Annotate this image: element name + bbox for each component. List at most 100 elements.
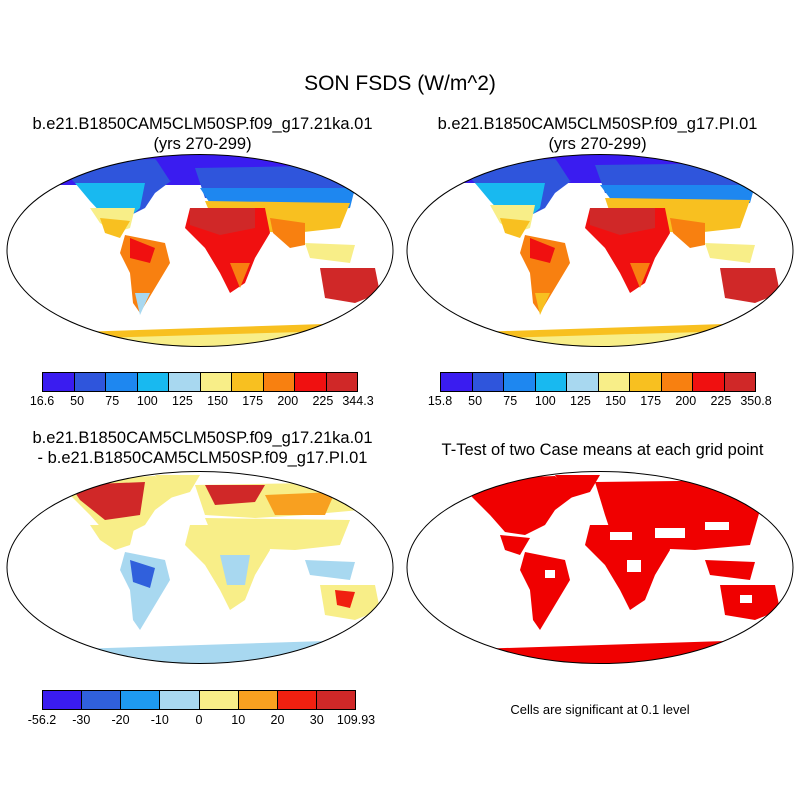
colorbar-swatch xyxy=(598,373,630,391)
colorbar-tick-label: 225 xyxy=(312,394,334,408)
colorbar-swatch xyxy=(277,691,317,709)
panel-title-line2: (yrs 270-299) xyxy=(153,135,252,153)
colorbar-tick-label: 125 xyxy=(172,394,193,408)
panel-title-line2: (yrs 270-299) xyxy=(548,135,647,153)
amazon-anomaly xyxy=(130,560,155,588)
map-ttest xyxy=(406,471,794,664)
figure-title: SON FSDS (W/m^2) xyxy=(304,72,496,95)
central-america xyxy=(500,535,530,555)
colorbar-swatch xyxy=(169,373,201,391)
colorbar-tick-label: 109.93 xyxy=(336,713,376,727)
south-america-tip xyxy=(535,293,550,315)
colorbar-swatch xyxy=(238,691,278,709)
colorbar-swatch xyxy=(74,373,106,391)
maritime-continent xyxy=(705,560,755,580)
south-america-north xyxy=(130,238,155,263)
colorbar-swatch xyxy=(295,373,327,391)
north-america-south xyxy=(90,525,135,550)
insignificant-patch xyxy=(545,570,555,578)
south-america-north xyxy=(530,238,555,263)
colorbar-difference xyxy=(42,690,356,710)
colorbar-tick-label: -56.2 xyxy=(27,713,57,727)
australia xyxy=(320,268,380,303)
colorbar-tick-label: 175 xyxy=(242,394,264,408)
significance-note: Cells are significant at 0.1 level xyxy=(510,702,690,717)
colorbar-pi xyxy=(440,372,756,392)
colorbar-tick-label: 175 xyxy=(640,394,662,408)
colorbar-swatch xyxy=(567,373,599,391)
colorbar-tick-label: 30 xyxy=(309,713,324,727)
maritime-continent xyxy=(705,243,755,263)
south-america xyxy=(520,552,570,630)
colorbar-tick-label: 344.3 xyxy=(342,394,374,408)
colorbar-tick-label: -30 xyxy=(72,713,91,727)
colorbar-swatch xyxy=(106,373,138,391)
insignificant-patch xyxy=(740,595,752,603)
southern-africa xyxy=(630,263,650,288)
colorbar-21ka-ticks: 16.6 50 75 100 125 150 175 200 225 344.3 xyxy=(30,394,374,410)
greenland xyxy=(155,475,200,498)
colorbar-swatch xyxy=(630,373,662,391)
maritime-continent xyxy=(305,243,355,263)
panel-title-ttest: T-Test of two Case means at each grid po… xyxy=(410,440,795,460)
colorbar-swatch xyxy=(160,691,200,709)
australia xyxy=(720,268,780,303)
siberia-anomaly xyxy=(265,492,335,515)
south-asia xyxy=(270,218,305,248)
colorbar-tick-label: 150 xyxy=(207,394,228,408)
maritime-continent xyxy=(305,560,355,580)
panel-title-pi: b.e21.B1850CAM5CLM50SP.f09_g17.PI.01 (yr… xyxy=(405,114,790,154)
colorbar-swatch xyxy=(724,373,755,391)
colorbar-tick-label: 225 xyxy=(710,394,732,408)
colorbar-tick-label: 20 xyxy=(270,713,285,727)
colorbar-swatch xyxy=(43,373,75,391)
south-asia xyxy=(670,218,705,248)
panel-title-line1: b.e21.B1850CAM5CLM50SP.f09_g17.21ka.01 xyxy=(32,115,373,133)
colorbar-swatch xyxy=(472,373,504,391)
south-america-tip xyxy=(135,293,150,315)
australia-anomaly xyxy=(335,590,355,608)
colorbar-tick-label: 50 xyxy=(468,394,483,408)
sahara xyxy=(590,208,655,235)
central-america xyxy=(100,218,130,238)
colorbar-tick-label: 0 xyxy=(195,713,203,727)
insignificant-patch xyxy=(705,522,729,530)
colorbar-swatch xyxy=(200,373,232,391)
insignificant-patch xyxy=(655,528,685,538)
central-africa-anomaly xyxy=(220,555,250,585)
greenland xyxy=(155,158,200,181)
map-difference xyxy=(6,471,394,664)
colorbar-tick-label: 10 xyxy=(231,713,246,727)
colorbar-tick-label: 150 xyxy=(605,394,626,408)
colorbar-tick-label: 75 xyxy=(105,394,120,408)
colorbar-swatch xyxy=(82,691,122,709)
colorbar-swatch xyxy=(137,373,169,391)
panel-title-line1: T-Test of two Case means at each grid po… xyxy=(441,441,764,459)
colorbar-tick-label: 50 xyxy=(70,394,85,408)
colorbar-tick-label: 350.8 xyxy=(740,394,772,408)
panel-title-line2: - b.e21.B1850CAM5CLM50SP.f09_g17.PI.01 xyxy=(37,449,368,467)
greenland xyxy=(555,475,600,498)
colorbar-swatch xyxy=(441,373,473,391)
panel-title-line1: b.e21.B1850CAM5CLM50SP.f09_g17.21ka.01 xyxy=(32,429,373,447)
colorbar-tick-label: 16.6 xyxy=(29,394,55,408)
colorbar-swatch xyxy=(504,373,536,391)
colorbar-tick-label: 100 xyxy=(136,394,158,408)
colorbar-tick-label: 100 xyxy=(534,394,556,408)
colorbar-tick-label: 125 xyxy=(570,394,591,408)
colorbar-tick-label: 15.8 xyxy=(427,394,453,408)
colorbar-swatch xyxy=(316,691,355,709)
colorbar-tick-label: 75 xyxy=(503,394,518,408)
map-21ka xyxy=(6,154,394,347)
map-pi xyxy=(406,154,794,347)
colorbar-swatch xyxy=(121,691,161,709)
insignificant-patch xyxy=(627,560,641,572)
sahara xyxy=(190,208,255,235)
laurentide-anomaly xyxy=(70,482,145,520)
colorbar-swatch xyxy=(232,373,264,391)
insignificant-patch xyxy=(610,532,632,540)
colorbar-tick-label: 200 xyxy=(675,394,697,408)
colorbar-tick-label: -10 xyxy=(150,713,169,727)
colorbar-21ka xyxy=(42,372,358,392)
panel-title-21ka: b.e21.B1850CAM5CLM50SP.f09_g17.21ka.01 (… xyxy=(10,114,395,154)
